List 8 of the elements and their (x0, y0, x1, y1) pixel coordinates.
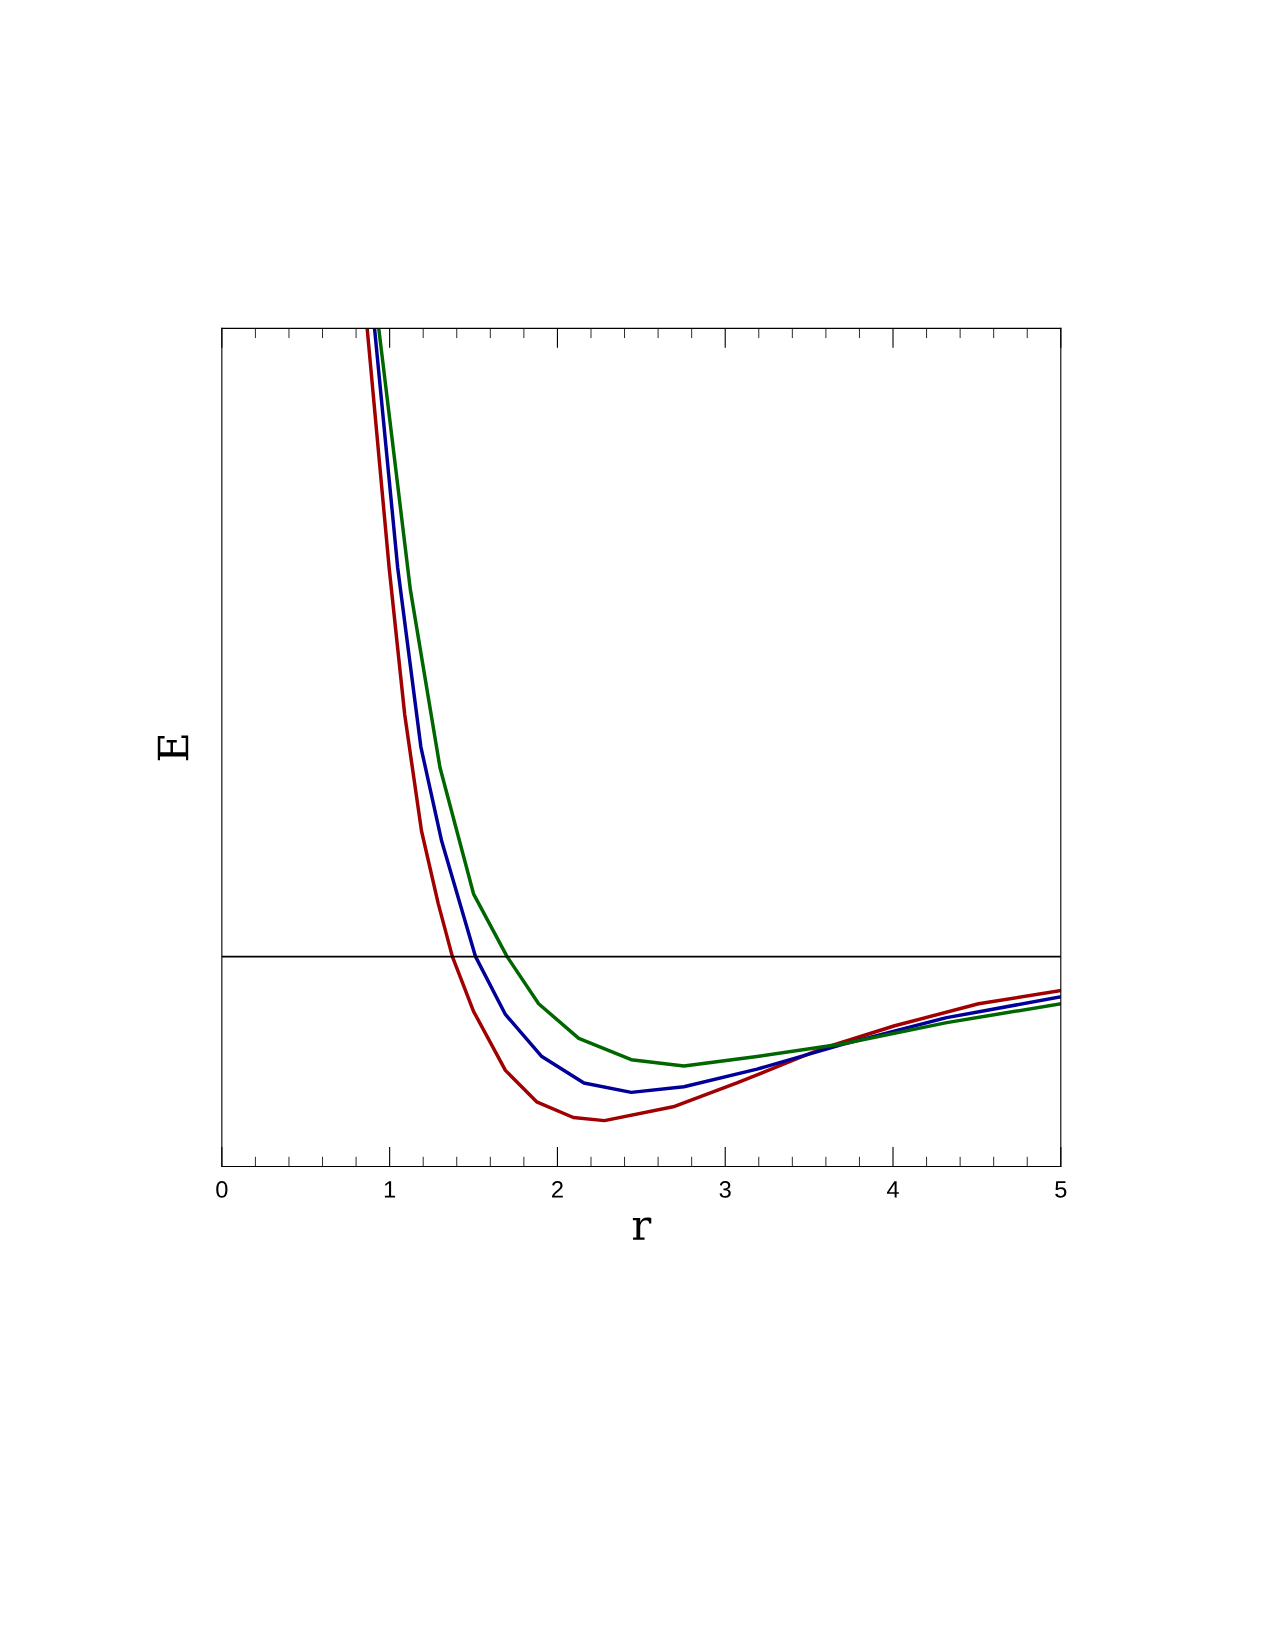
x-tick-label: 0 (216, 1181, 228, 1198)
x-tick-label: 3 (719, 1181, 731, 1198)
x-tick-label: 1 (384, 1181, 396, 1198)
x-tick-label: 2 (552, 1181, 563, 1198)
y-axis-title: E (157, 735, 189, 761)
x-tick-label: 4 (886, 1181, 899, 1198)
x-axis-title: r (632, 1217, 652, 1240)
x-tick-label: 5 (1055, 1181, 1067, 1198)
